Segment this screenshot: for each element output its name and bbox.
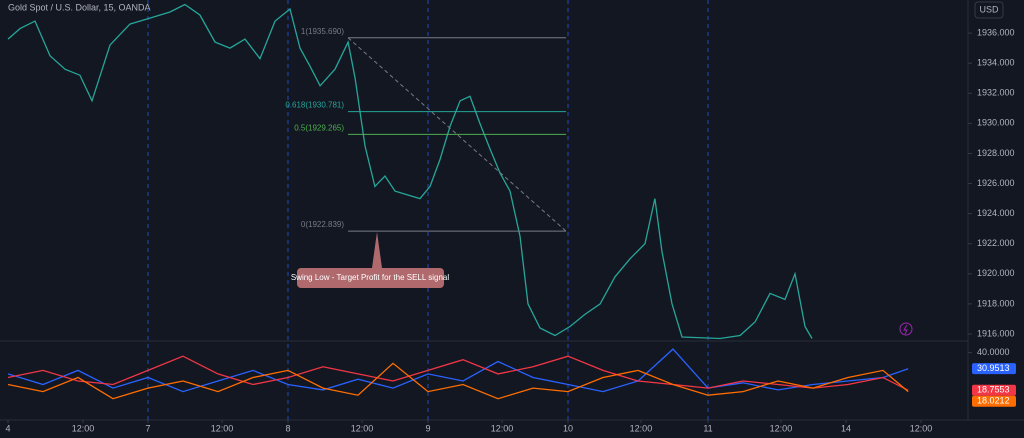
x-tick-label: 12:00 <box>910 423 933 433</box>
last-value-label: 30.9513 <box>977 363 1010 373</box>
x-tick-label: 9 <box>425 423 430 433</box>
y-tick-label: 1920.000 <box>977 268 1015 278</box>
fib-label: 0.618(1930.781) <box>285 101 344 110</box>
y-tick-label: 1932.000 <box>977 88 1015 98</box>
currency-button[interactable] <box>974 1 1004 19</box>
x-tick-label: 10 <box>563 423 573 433</box>
oscillator-pane <box>7 348 909 400</box>
fib-label: 0.5(1929.265) <box>294 124 344 133</box>
fib-label: 0(1922.839) <box>301 220 344 229</box>
callout-box <box>297 268 444 288</box>
x-tick-label: 11 <box>703 423 712 433</box>
x-tick-label: 7 <box>145 423 150 433</box>
y-tick-label: 1924.000 <box>977 208 1015 218</box>
x-tick-label: 8 <box>285 423 290 433</box>
x-tick-label: 14 <box>841 423 851 433</box>
y-tick-label: 1916.000 <box>977 328 1015 338</box>
last-value-box <box>972 363 1016 375</box>
chart-title: Gold Spot / U.S. Dollar, 15, OANDA <box>8 2 151 12</box>
y-tick-label: 1936.000 <box>977 27 1015 37</box>
currency-label: USD <box>979 4 999 14</box>
x-tick-label: 12:00 <box>630 423 653 433</box>
alert-icon[interactable] <box>899 322 913 336</box>
last-value-box <box>972 384 1016 396</box>
y-tick-label: 1928.000 <box>977 148 1015 158</box>
y-tick-label: 1926.000 <box>977 178 1015 188</box>
x-tick-label: 12:00 <box>351 423 374 433</box>
y-tick-label: 1918.000 <box>977 298 1015 308</box>
x-tick-label: 4 <box>5 423 10 433</box>
last-value-label: 18.0212 <box>977 396 1010 406</box>
x-tick-label: 12:00 <box>770 423 793 433</box>
price-line <box>7 3 813 340</box>
callout-text: Swing Low - Target Profit for the SELL s… <box>291 273 450 282</box>
x-tick-label: 12:00 <box>72 423 95 433</box>
price-line <box>7 355 909 391</box>
price-pane: 1(1935.690) 0.618(1930.781) 0.5(1929.265) 0… <box>7 3 813 340</box>
fib-label: 1(1935.690) <box>301 27 344 36</box>
price-line <box>7 348 909 393</box>
alert-bolt <box>903 324 908 335</box>
last-value-box <box>972 395 1016 407</box>
y-tick-label: 1934.000 <box>977 58 1015 68</box>
callout-pointer <box>372 232 382 268</box>
x-tick-label: 12:00 <box>211 423 234 433</box>
y-tick-label: 1930.000 <box>977 118 1015 128</box>
price-line <box>7 362 909 400</box>
last-value-label: 18.7553 <box>977 385 1010 395</box>
grid-layer <box>147 0 709 420</box>
x-tick-label: 12:00 <box>491 423 514 433</box>
axis-layer: 4 12:00 7 12:00 8 12:00 9 12:00 10 12:00 11 12:00 14… <box>5 27 1016 433</box>
y-tick-label: 1922.000 <box>977 238 1015 248</box>
y-tick-label: 40.0000 <box>977 347 1010 357</box>
